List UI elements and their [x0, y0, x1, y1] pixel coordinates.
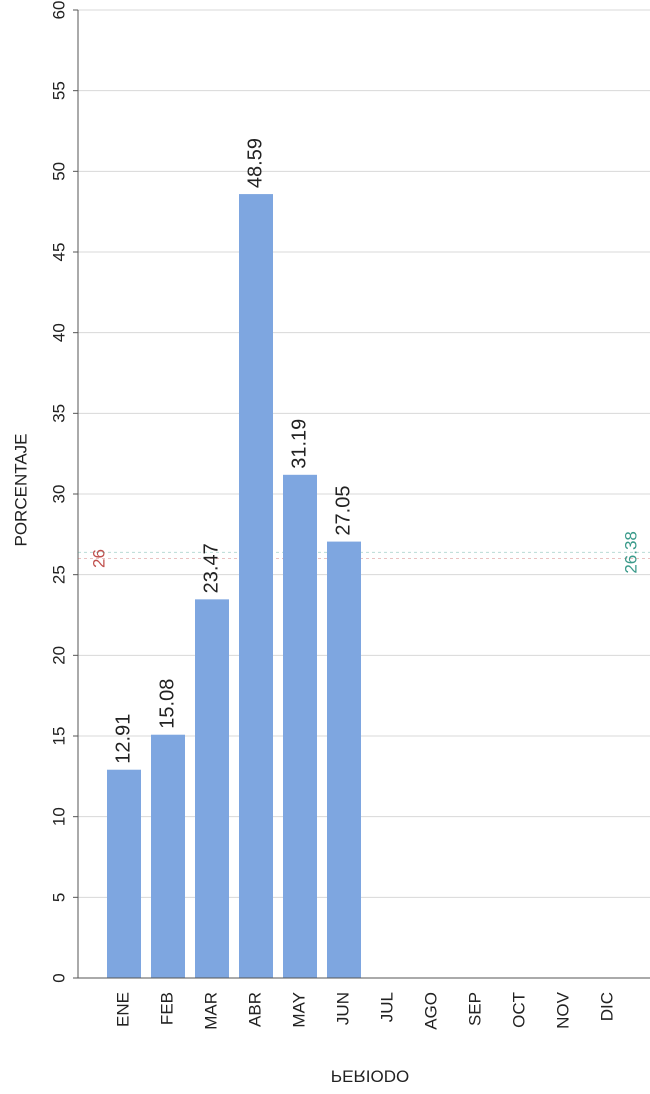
- x-tick-label: MAY: [289, 992, 308, 1028]
- y-tick-label: 45: [49, 243, 68, 262]
- y-tick-label: 50: [49, 162, 68, 181]
- y-tick-label: 15: [49, 727, 68, 746]
- bar: [283, 474, 317, 978]
- value-label: 15.08: [156, 679, 178, 729]
- y-tick-label: 20: [49, 646, 68, 665]
- bar: [239, 194, 273, 979]
- value-label: 27.05: [332, 486, 354, 536]
- y-axis-title: PORCENTAJE: [11, 433, 30, 546]
- y-tick-label: 25: [49, 565, 68, 584]
- x-tick-label: ENE: [113, 992, 132, 1027]
- bar: [195, 599, 229, 978]
- y-tick-label: 10: [49, 807, 68, 826]
- y-tick-label: 30: [49, 485, 68, 504]
- x-tick-label: MAR: [201, 992, 220, 1030]
- bar: [107, 769, 141, 978]
- reference-label: 26: [89, 549, 108, 568]
- x-tick-label: ABR: [245, 992, 264, 1027]
- bar: [327, 541, 361, 978]
- y-tick-label: 60: [49, 1, 68, 20]
- x-tick-label: SEP: [465, 992, 484, 1026]
- x-tick-label: JUL: [377, 992, 396, 1022]
- value-label: 23.47: [200, 543, 222, 593]
- x-tick-label: FEB: [157, 992, 176, 1025]
- x-tick-label: NOV: [553, 991, 572, 1029]
- y-tick-label: 35: [49, 404, 68, 423]
- x-tick-label: JUN: [333, 992, 352, 1025]
- x-tick-label: DIC: [597, 992, 616, 1021]
- y-tick-label: 0: [49, 973, 68, 982]
- value-label: 48.59: [244, 138, 266, 188]
- x-axis-title: PERIODO: [331, 1067, 409, 1086]
- x-tick-label: AGO: [421, 992, 440, 1030]
- bar: [151, 734, 185, 978]
- value-label: 12.91: [112, 714, 134, 764]
- y-tick-label: 5: [49, 893, 68, 902]
- reference-label: 26.38: [621, 531, 640, 574]
- y-tick-label: 55: [49, 81, 68, 100]
- x-tick-label: OCT: [509, 992, 528, 1028]
- y-tick-label: 40: [49, 323, 68, 342]
- value-label: 31.19: [288, 419, 310, 469]
